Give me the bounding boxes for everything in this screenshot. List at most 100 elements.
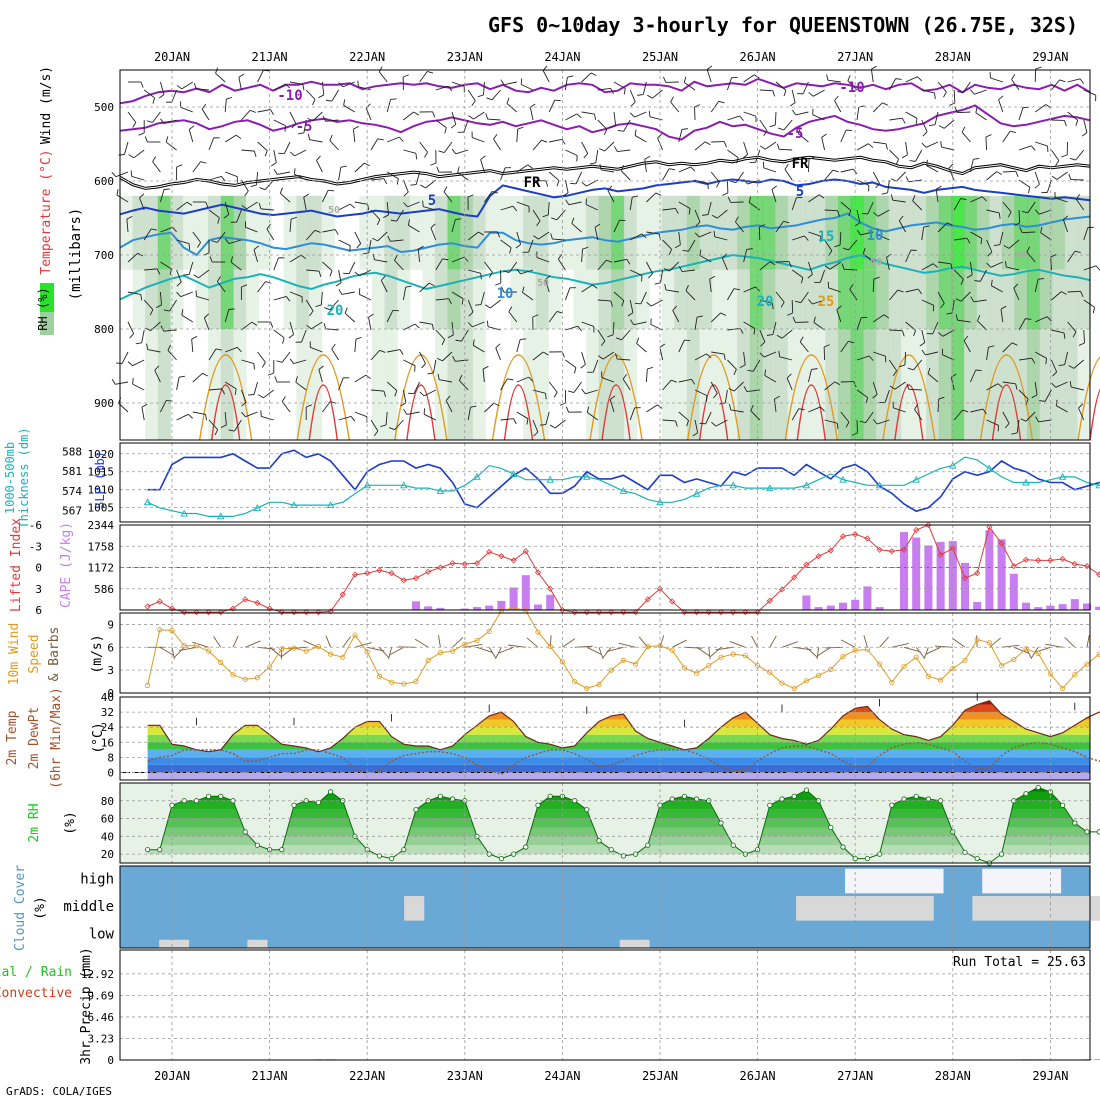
wind-barb-flag [730,180,737,184]
wind-barb [325,119,339,122]
wind-barb-flag [674,244,681,249]
wind-barb-flag [898,215,904,221]
wind-barb [257,351,266,363]
date-label-top: 27JAN [837,50,873,64]
rh2m-point [547,793,553,799]
temp-band [147,727,1090,735]
wind-barb-flag [527,164,533,169]
wind-barb [459,380,469,391]
wind-barb [620,170,631,181]
rh-shade [195,269,209,329]
wind-speed-point [242,676,248,682]
wind-barb [724,389,728,403]
rh2m-point [901,796,907,802]
wind-barb-flag [1014,222,1020,226]
wind-barb-flag [1092,307,1096,314]
wind-barb [516,201,530,207]
wind-barb [196,88,210,91]
temp-band [147,772,1090,780]
cape-bar [826,605,835,610]
wind-barb [473,344,485,353]
wind-barb [338,377,344,391]
wind-barb-flag [709,275,716,280]
isotherm-15 [119,253,1091,301]
wind-barb-flag [373,430,379,437]
wind-barb-flag [1030,145,1036,151]
rh-shade [800,195,814,270]
rh-shade [611,329,625,440]
wind-barb-flag [390,219,397,222]
wind-barb [208,137,215,151]
wind-barb [937,398,940,413]
wind-barb-flag [694,232,700,238]
rh-shade [170,195,184,270]
wind-barb-flag [202,372,209,377]
surface-wind-barb [354,642,372,648]
slp-tick: 1005 [88,502,115,515]
lifted-index-point [168,605,176,612]
wind-barb [439,379,453,383]
surface-wind-barb [179,646,197,652]
wind-barb [678,129,683,143]
wind-barb [236,209,242,223]
wind-barb-flag [889,385,896,390]
wind-barb [914,408,923,421]
pressure-tick: 500 [94,101,114,114]
wind-barb-flag [331,343,336,350]
wind-speed-point [1072,672,1078,678]
wind-barb-flag [772,90,776,97]
wind-barb [480,291,485,305]
wind-barb-flag [297,132,305,135]
wind-barb-flag [421,363,426,369]
wind-barb-flag [886,253,892,258]
wind-barb-flag [268,372,274,376]
wind-barb-flag [982,408,987,415]
wind-barb-flag [488,272,493,278]
wind-barb [565,325,578,331]
pressure-tick: 800 [94,323,114,336]
wind-barb [986,419,999,426]
rh-shade [699,195,713,270]
wind-barb [406,411,420,415]
lifted-index-point [583,609,590,616]
rh2m-point [913,793,919,799]
rh-shade [812,195,827,270]
rh-shade [623,329,638,440]
cloud-low-cell [168,939,180,948]
wind-barb [167,350,177,361]
temp-band [147,742,1090,750]
cape-tick: 1172 [88,562,115,575]
wind-barb [257,281,266,293]
wind-speed-point [425,657,431,663]
wind-barb [516,164,528,173]
wind-barb [721,257,728,271]
wind-barb [163,119,177,125]
wind-barb-flag [778,350,781,357]
wind-barb [294,173,307,181]
wind-barb [705,411,712,424]
wind-barb-flag [365,374,371,380]
wind-barb-flag [330,401,337,404]
wind-barb [201,108,210,121]
date-label-bottom: 28JAN [935,1069,971,1083]
wind-barb [532,179,546,182]
wind-barb [305,89,316,100]
wind-barb-flag [1035,66,1042,70]
wind-barb-flag [132,122,137,128]
wind-barb [305,230,316,241]
wind-barb [699,255,712,263]
wind-barb [597,119,608,130]
wind-barb-flag [917,288,923,295]
wind-barb [1025,411,1036,422]
wind-barb [962,81,971,94]
surface-wind-barb [1013,646,1030,654]
rh-shade [535,269,549,329]
lifted-index-point [388,570,395,577]
wind-barb [329,140,339,151]
rh-shade [1039,195,1053,270]
wind-barb [451,256,465,263]
wind-barb [894,381,906,390]
wind-barb [678,340,685,353]
rh2m-point [242,829,248,835]
wind-barb-flag [927,367,931,374]
